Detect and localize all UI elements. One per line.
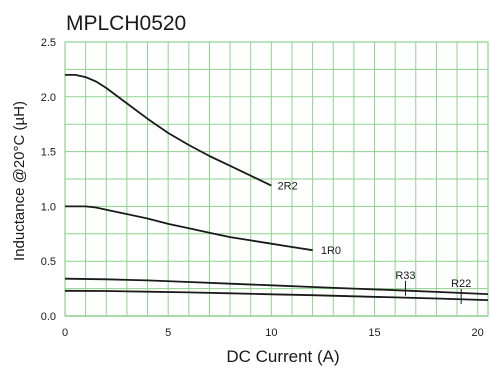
- x-tick-label: 0: [62, 327, 68, 339]
- y-tick-label: 0.5: [41, 256, 56, 268]
- y-axis-label: Inductance @20°C (µH): [11, 101, 28, 261]
- chart-title: MPLCH0520: [66, 12, 186, 35]
- series-line-r22: [64, 289, 489, 301]
- grid: [64, 41, 489, 317]
- y-tick-label: 1.5: [41, 147, 56, 159]
- annotations-group: 2R2 1R0 R33 R22: [278, 181, 471, 305]
- series-group: [64, 74, 489, 301]
- series-line-1r0: [65, 205, 313, 252]
- x-tick-label: 5: [165, 327, 171, 339]
- annotation-label-1r0: 1R0: [321, 245, 341, 257]
- y-tick-label: 2.0: [41, 92, 56, 104]
- x-tick-label: 10: [265, 327, 277, 339]
- x-tick-label: 15: [368, 327, 380, 339]
- annotation-label-r33: R33: [395, 270, 415, 282]
- annotation-label-2r2: 2R2: [278, 181, 298, 193]
- y-tick-label: 0.0: [41, 311, 56, 323]
- annotation-label-r22: R22: [451, 278, 471, 290]
- y-tick-label: 2.5: [41, 37, 56, 49]
- x-axis-label: DC Current (A): [226, 347, 339, 366]
- y-tick-label: 1.0: [41, 201, 56, 213]
- series-line-r33: [64, 277, 489, 295]
- series-line-2r2: [65, 74, 272, 187]
- x-tick-label: 20: [472, 327, 484, 339]
- axis-ticks: 0 5 10 15 20 0.0 0.5 1.0 1.5 2.0 2.5: [41, 37, 484, 339]
